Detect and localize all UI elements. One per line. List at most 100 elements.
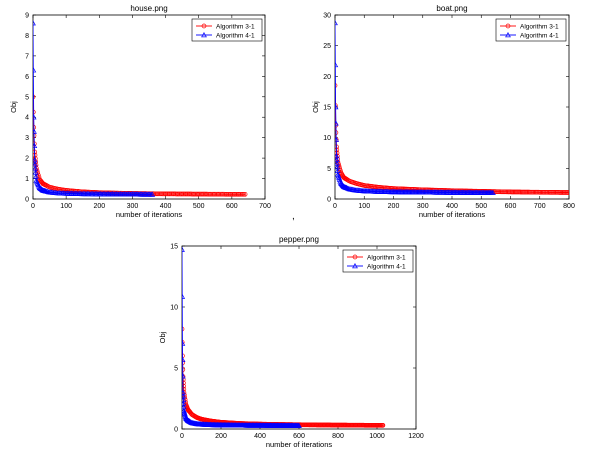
series-2 bbox=[335, 19, 496, 196]
data-point-triangle bbox=[490, 189, 496, 196]
data-point-circle bbox=[242, 191, 248, 197]
x-tick-label: 600 bbox=[293, 433, 305, 440]
data-point-triangle bbox=[335, 120, 339, 126]
x-tick-label: 0 bbox=[180, 433, 184, 440]
data-point-triangle bbox=[335, 19, 338, 26]
legend-marker-circle bbox=[505, 23, 511, 29]
x-tick-label: 300 bbox=[417, 203, 429, 210]
chart-title: pepper.png bbox=[279, 235, 319, 244]
legend-label: Algorithm 3-1 bbox=[520, 24, 559, 31]
plot-area bbox=[334, 14, 570, 200]
data-point-triangle bbox=[182, 340, 186, 346]
y-axis-label: Obj bbox=[311, 101, 320, 113]
chart-2: boat.png 0 100 200 300 400 500 600 700 800 0 5 10 15 2… bbox=[311, 4, 575, 219]
x-tick-label: 400 bbox=[446, 203, 458, 210]
data-point-triangle bbox=[335, 136, 340, 142]
x-tick-label: 700 bbox=[534, 203, 546, 210]
y-tick-label: 25 bbox=[323, 43, 331, 50]
data-point-triangle bbox=[33, 20, 36, 26]
data-point-triangle bbox=[182, 356, 186, 363]
y-axis-label: Obj bbox=[9, 101, 18, 113]
data-point-triangle bbox=[33, 67, 37, 73]
x-tick-label: 100 bbox=[60, 203, 72, 210]
data-point-circle bbox=[182, 326, 185, 332]
chart-title: boat.png bbox=[436, 4, 467, 13]
plot-marks bbox=[182, 246, 386, 428]
x-axis-label: number of iterations bbox=[419, 210, 486, 219]
legend-label: Algorithm 4-1 bbox=[367, 264, 406, 271]
data-point-circle bbox=[36, 174, 42, 180]
y-tick-label: 10 bbox=[170, 305, 178, 312]
chart-title: house.png bbox=[130, 4, 167, 13]
legend-marker-circle bbox=[352, 254, 358, 260]
plot-area bbox=[181, 245, 417, 430]
data-point-circle bbox=[337, 168, 343, 173]
x-tick-label: 800 bbox=[563, 203, 575, 210]
x-tick-label: 0 bbox=[31, 203, 35, 210]
x-tick-label: 800 bbox=[332, 433, 344, 440]
series-2 bbox=[33, 20, 156, 197]
y-tick-label: 0 bbox=[327, 197, 331, 204]
y-tick-label: 3 bbox=[25, 135, 29, 142]
y-tick-label: 0 bbox=[174, 427, 178, 434]
legend-marker-triangle bbox=[352, 262, 358, 269]
data-point-triangle bbox=[33, 128, 37, 134]
x-axis-label: number of iterations bbox=[116, 210, 183, 219]
y-tick-label: 15 bbox=[170, 244, 178, 251]
data-point-triangle bbox=[296, 422, 302, 428]
legend-label: Algorithm 3-1 bbox=[367, 255, 406, 262]
legend-marker-triangle bbox=[201, 31, 207, 38]
legend-box bbox=[191, 18, 263, 42]
data-point-triangle bbox=[182, 246, 185, 252]
legend-label: Algorithm 4-1 bbox=[520, 33, 559, 40]
data-point-circle bbox=[566, 190, 569, 195]
plot-marks bbox=[33, 20, 248, 197]
data-point-triangle bbox=[335, 103, 339, 110]
data-point-circle bbox=[182, 383, 186, 389]
legend-box bbox=[495, 18, 567, 42]
plot-marks bbox=[335, 19, 569, 196]
x-tick-label: 700 bbox=[259, 203, 271, 210]
x-axis-label: number of iterations bbox=[266, 440, 333, 449]
legend-label: Algorithm 4-1 bbox=[216, 33, 255, 40]
x-tick-label: 0 bbox=[333, 203, 337, 210]
data-point-triangle bbox=[33, 142, 38, 149]
x-tick-label: 1000 bbox=[369, 433, 385, 440]
x-tick-label: 600 bbox=[505, 203, 517, 210]
y-tick-label: 10 bbox=[323, 135, 331, 142]
data-point-triangle bbox=[44, 188, 51, 194]
x-tick-label: 100 bbox=[358, 203, 370, 210]
caption-separator: , bbox=[292, 211, 295, 222]
legend-box bbox=[342, 249, 414, 273]
chart-1: house.png 0 100 200 300 400 500 600 700 0 1 2 3 4 5 6 7 8… bbox=[9, 4, 271, 219]
data-point-circle bbox=[380, 422, 386, 428]
legend: Algorithm 3-1 Algorithm 4-1 bbox=[342, 249, 414, 273]
legend: Algorithm 3-1 Algorithm 4-1 bbox=[495, 18, 567, 42]
y-tick-label: 5 bbox=[174, 366, 178, 373]
y-tick-label: 5 bbox=[327, 166, 331, 173]
x-tick-label: 200 bbox=[93, 203, 105, 210]
y-tick-label: 9 bbox=[25, 13, 29, 20]
y-tick-label: 4 bbox=[25, 115, 29, 122]
chart-3: pepper.png 0 200 400 600 800 1000 1200 0 5 10 15 num… bbox=[158, 235, 424, 449]
data-point-circle bbox=[241, 191, 247, 197]
legend-marker-circle bbox=[201, 23, 207, 29]
data-point-triangle bbox=[343, 184, 350, 191]
data-point-triangle bbox=[33, 114, 37, 120]
x-tick-label: 200 bbox=[215, 433, 227, 440]
data-point-triangle bbox=[335, 61, 339, 68]
data-point-circle bbox=[33, 94, 36, 100]
legend-label: Algorithm 3-1 bbox=[216, 24, 255, 31]
y-tick-label: 30 bbox=[323, 13, 331, 20]
x-tick-label: 400 bbox=[254, 433, 266, 440]
x-tick-label: 300 bbox=[127, 203, 139, 210]
y-tick-label: 0 bbox=[25, 197, 29, 204]
x-tick-label: 600 bbox=[226, 203, 238, 210]
x-tick-label: 500 bbox=[475, 203, 487, 210]
legend: Algorithm 3-1 Algorithm 4-1 bbox=[191, 18, 263, 42]
series-2 bbox=[182, 246, 302, 428]
data-point-triangle bbox=[182, 373, 186, 379]
data-point-triangle bbox=[43, 188, 50, 194]
y-tick-label: 6 bbox=[25, 74, 29, 81]
